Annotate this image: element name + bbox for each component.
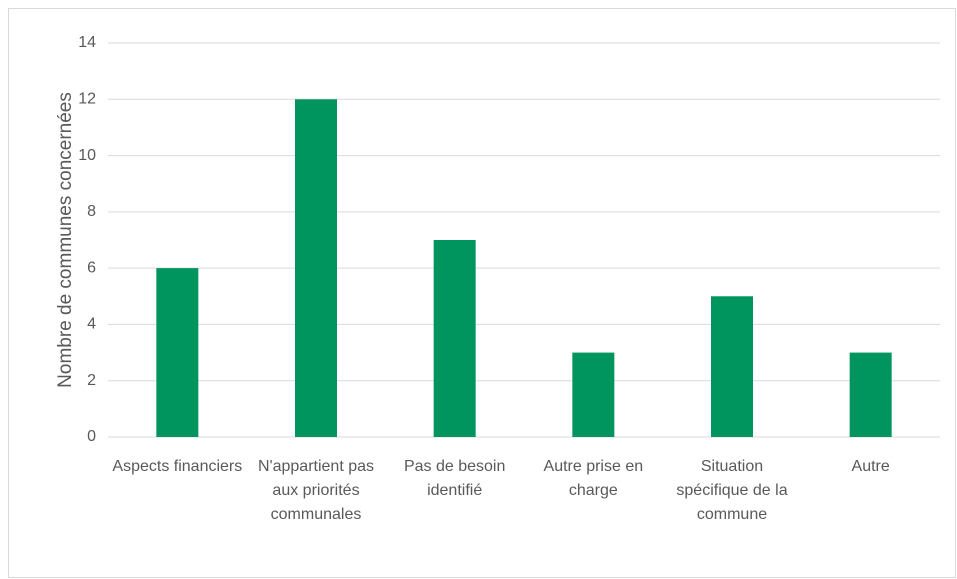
bar [849, 352, 892, 437]
x-tick-label: Aspects financiers [112, 458, 243, 475]
x-tick-label: Autre prise en charge [543, 458, 644, 499]
y-tick-label: 10 [78, 147, 96, 164]
bar [711, 296, 753, 437]
bar [572, 352, 615, 437]
y-tick-label: 4 [87, 316, 96, 333]
y-tick-label: 2 [87, 372, 96, 389]
x-tick-label: N'appartient pas aux priorités communale… [257, 458, 374, 523]
bar [433, 240, 476, 437]
x-tick-label: Pas de besoin identifié [403, 458, 506, 499]
chart-border [8, 8, 956, 578]
x-tick-label: Autre [851, 458, 890, 475]
y-axis-label: Nombre de communes concernées [55, 92, 76, 388]
y-tick-label: 6 [87, 259, 96, 276]
bar [156, 268, 199, 437]
bar [295, 99, 337, 438]
y-tick-label: 8 [87, 203, 96, 220]
y-tick-label: 0 [87, 428, 96, 445]
y-tick-label: 14 [78, 34, 96, 51]
y-tick-label: 12 [78, 91, 96, 108]
x-tick-label: Situation spécifique de la commune [676, 458, 788, 523]
